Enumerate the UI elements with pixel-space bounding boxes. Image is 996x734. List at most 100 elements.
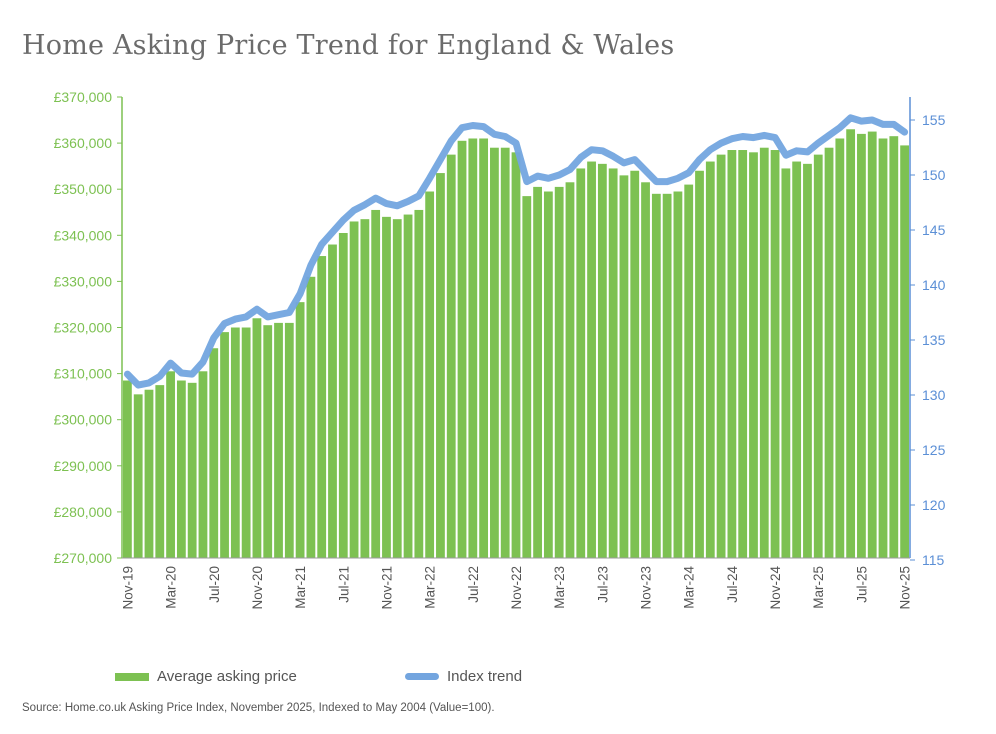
x-tick-label: Nov-22 bbox=[509, 566, 524, 610]
bar bbox=[263, 325, 273, 558]
left-tick-label: £360,000 bbox=[54, 135, 113, 151]
x-tick-label: Mar-24 bbox=[682, 566, 697, 609]
bar bbox=[543, 191, 553, 558]
right-tick-label: 120 bbox=[922, 497, 946, 513]
bar bbox=[230, 327, 240, 558]
left-tick-label: £300,000 bbox=[54, 412, 113, 428]
bar bbox=[295, 302, 305, 558]
left-tick-label: £320,000 bbox=[54, 320, 113, 336]
x-tick-label: Nov-25 bbox=[898, 566, 913, 610]
left-tick-label: £310,000 bbox=[54, 366, 113, 382]
x-tick-label: Nov-19 bbox=[120, 566, 135, 610]
bar bbox=[317, 256, 327, 558]
bar bbox=[608, 168, 618, 558]
bar bbox=[414, 209, 424, 558]
bar bbox=[641, 182, 650, 558]
x-tick-label: Jul-21 bbox=[336, 566, 351, 603]
bar bbox=[252, 318, 262, 558]
bar bbox=[349, 221, 359, 558]
bar bbox=[284, 322, 294, 558]
x-tick-label: Jul-23 bbox=[595, 566, 610, 603]
bar bbox=[306, 276, 316, 558]
bar bbox=[338, 232, 348, 558]
bar bbox=[878, 138, 888, 559]
bar bbox=[176, 380, 186, 558]
bar bbox=[824, 147, 834, 558]
left-tick-label: £340,000 bbox=[54, 227, 113, 243]
left-tick-label: £280,000 bbox=[54, 504, 113, 520]
bar bbox=[155, 385, 165, 558]
bar bbox=[392, 219, 402, 559]
left-tick-label: £270,000 bbox=[54, 550, 113, 566]
bar bbox=[436, 173, 445, 558]
bar bbox=[867, 131, 877, 558]
right-tick-label: 155 bbox=[922, 112, 946, 128]
x-tick-label: Nov-21 bbox=[379, 566, 394, 610]
bar bbox=[371, 209, 381, 558]
right-tick-label: 145 bbox=[922, 222, 946, 238]
legend-item-index-trend: Index trend bbox=[405, 668, 695, 685]
bar bbox=[511, 152, 521, 558]
legend-label: Average asking price bbox=[157, 668, 297, 685]
bar bbox=[587, 161, 596, 559]
x-tick-label: Jul-20 bbox=[207, 566, 222, 603]
bar bbox=[889, 136, 899, 558]
bar bbox=[187, 382, 197, 558]
x-tick-label: Mar-20 bbox=[164, 566, 179, 609]
bar bbox=[123, 380, 132, 558]
bar bbox=[274, 322, 283, 558]
bar bbox=[781, 168, 791, 558]
x-tick-label: Mar-23 bbox=[552, 566, 567, 609]
bar bbox=[382, 216, 391, 559]
bar bbox=[360, 219, 370, 559]
bar bbox=[166, 371, 175, 558]
bar bbox=[857, 133, 866, 558]
bar bbox=[522, 196, 532, 559]
bar bbox=[813, 154, 823, 558]
bar bbox=[705, 161, 715, 559]
right-tick-label: 140 bbox=[922, 277, 946, 293]
bar bbox=[716, 154, 726, 558]
x-tick-label: Jul-24 bbox=[725, 566, 740, 603]
bar bbox=[220, 332, 229, 558]
bar bbox=[576, 168, 586, 558]
left-tick-label: £370,000 bbox=[54, 89, 113, 105]
left-tick-label: £350,000 bbox=[54, 181, 113, 197]
bar bbox=[792, 161, 802, 559]
x-tick-label: Nov-23 bbox=[639, 566, 654, 610]
legend-label: Index trend bbox=[447, 668, 523, 685]
left-tick-label: £290,000 bbox=[54, 458, 113, 474]
x-tick-label: Mar-21 bbox=[293, 566, 308, 609]
legend-swatch-bar bbox=[115, 672, 149, 681]
x-tick-label: Mar-22 bbox=[423, 566, 438, 609]
legend-swatch-line bbox=[405, 673, 439, 680]
bar bbox=[662, 193, 672, 558]
x-tick-label: Nov-20 bbox=[250, 566, 265, 610]
right-tick-label: 115 bbox=[922, 552, 945, 568]
bar bbox=[403, 214, 413, 558]
bar bbox=[684, 184, 694, 558]
x-tick-label: Mar-25 bbox=[811, 566, 826, 609]
legend-item-average-asking-price: Average asking price bbox=[115, 668, 405, 685]
bar bbox=[209, 348, 219, 558]
bar bbox=[727, 150, 737, 558]
bar bbox=[144, 389, 154, 558]
bar bbox=[597, 163, 607, 558]
bar bbox=[241, 327, 251, 558]
bar bbox=[803, 163, 812, 558]
right-tick-label: 135 bbox=[922, 332, 946, 348]
bar bbox=[695, 170, 704, 558]
x-tick-label: Nov-24 bbox=[768, 566, 783, 610]
x-tick-label: Jul-22 bbox=[466, 566, 481, 603]
index-trend-line bbox=[123, 114, 909, 389]
bar bbox=[749, 152, 758, 558]
chart: £270,000 £280,000 £290,000 £300,000 £310,000… bbox=[54, 89, 946, 610]
bar bbox=[533, 186, 542, 558]
bar bbox=[446, 154, 456, 558]
right-tick-label: 125 bbox=[922, 442, 946, 458]
bar bbox=[425, 191, 435, 558]
bar bbox=[673, 191, 683, 558]
bar bbox=[651, 193, 661, 558]
legend: Average asking price Index trend bbox=[115, 668, 695, 685]
bar bbox=[630, 170, 640, 558]
